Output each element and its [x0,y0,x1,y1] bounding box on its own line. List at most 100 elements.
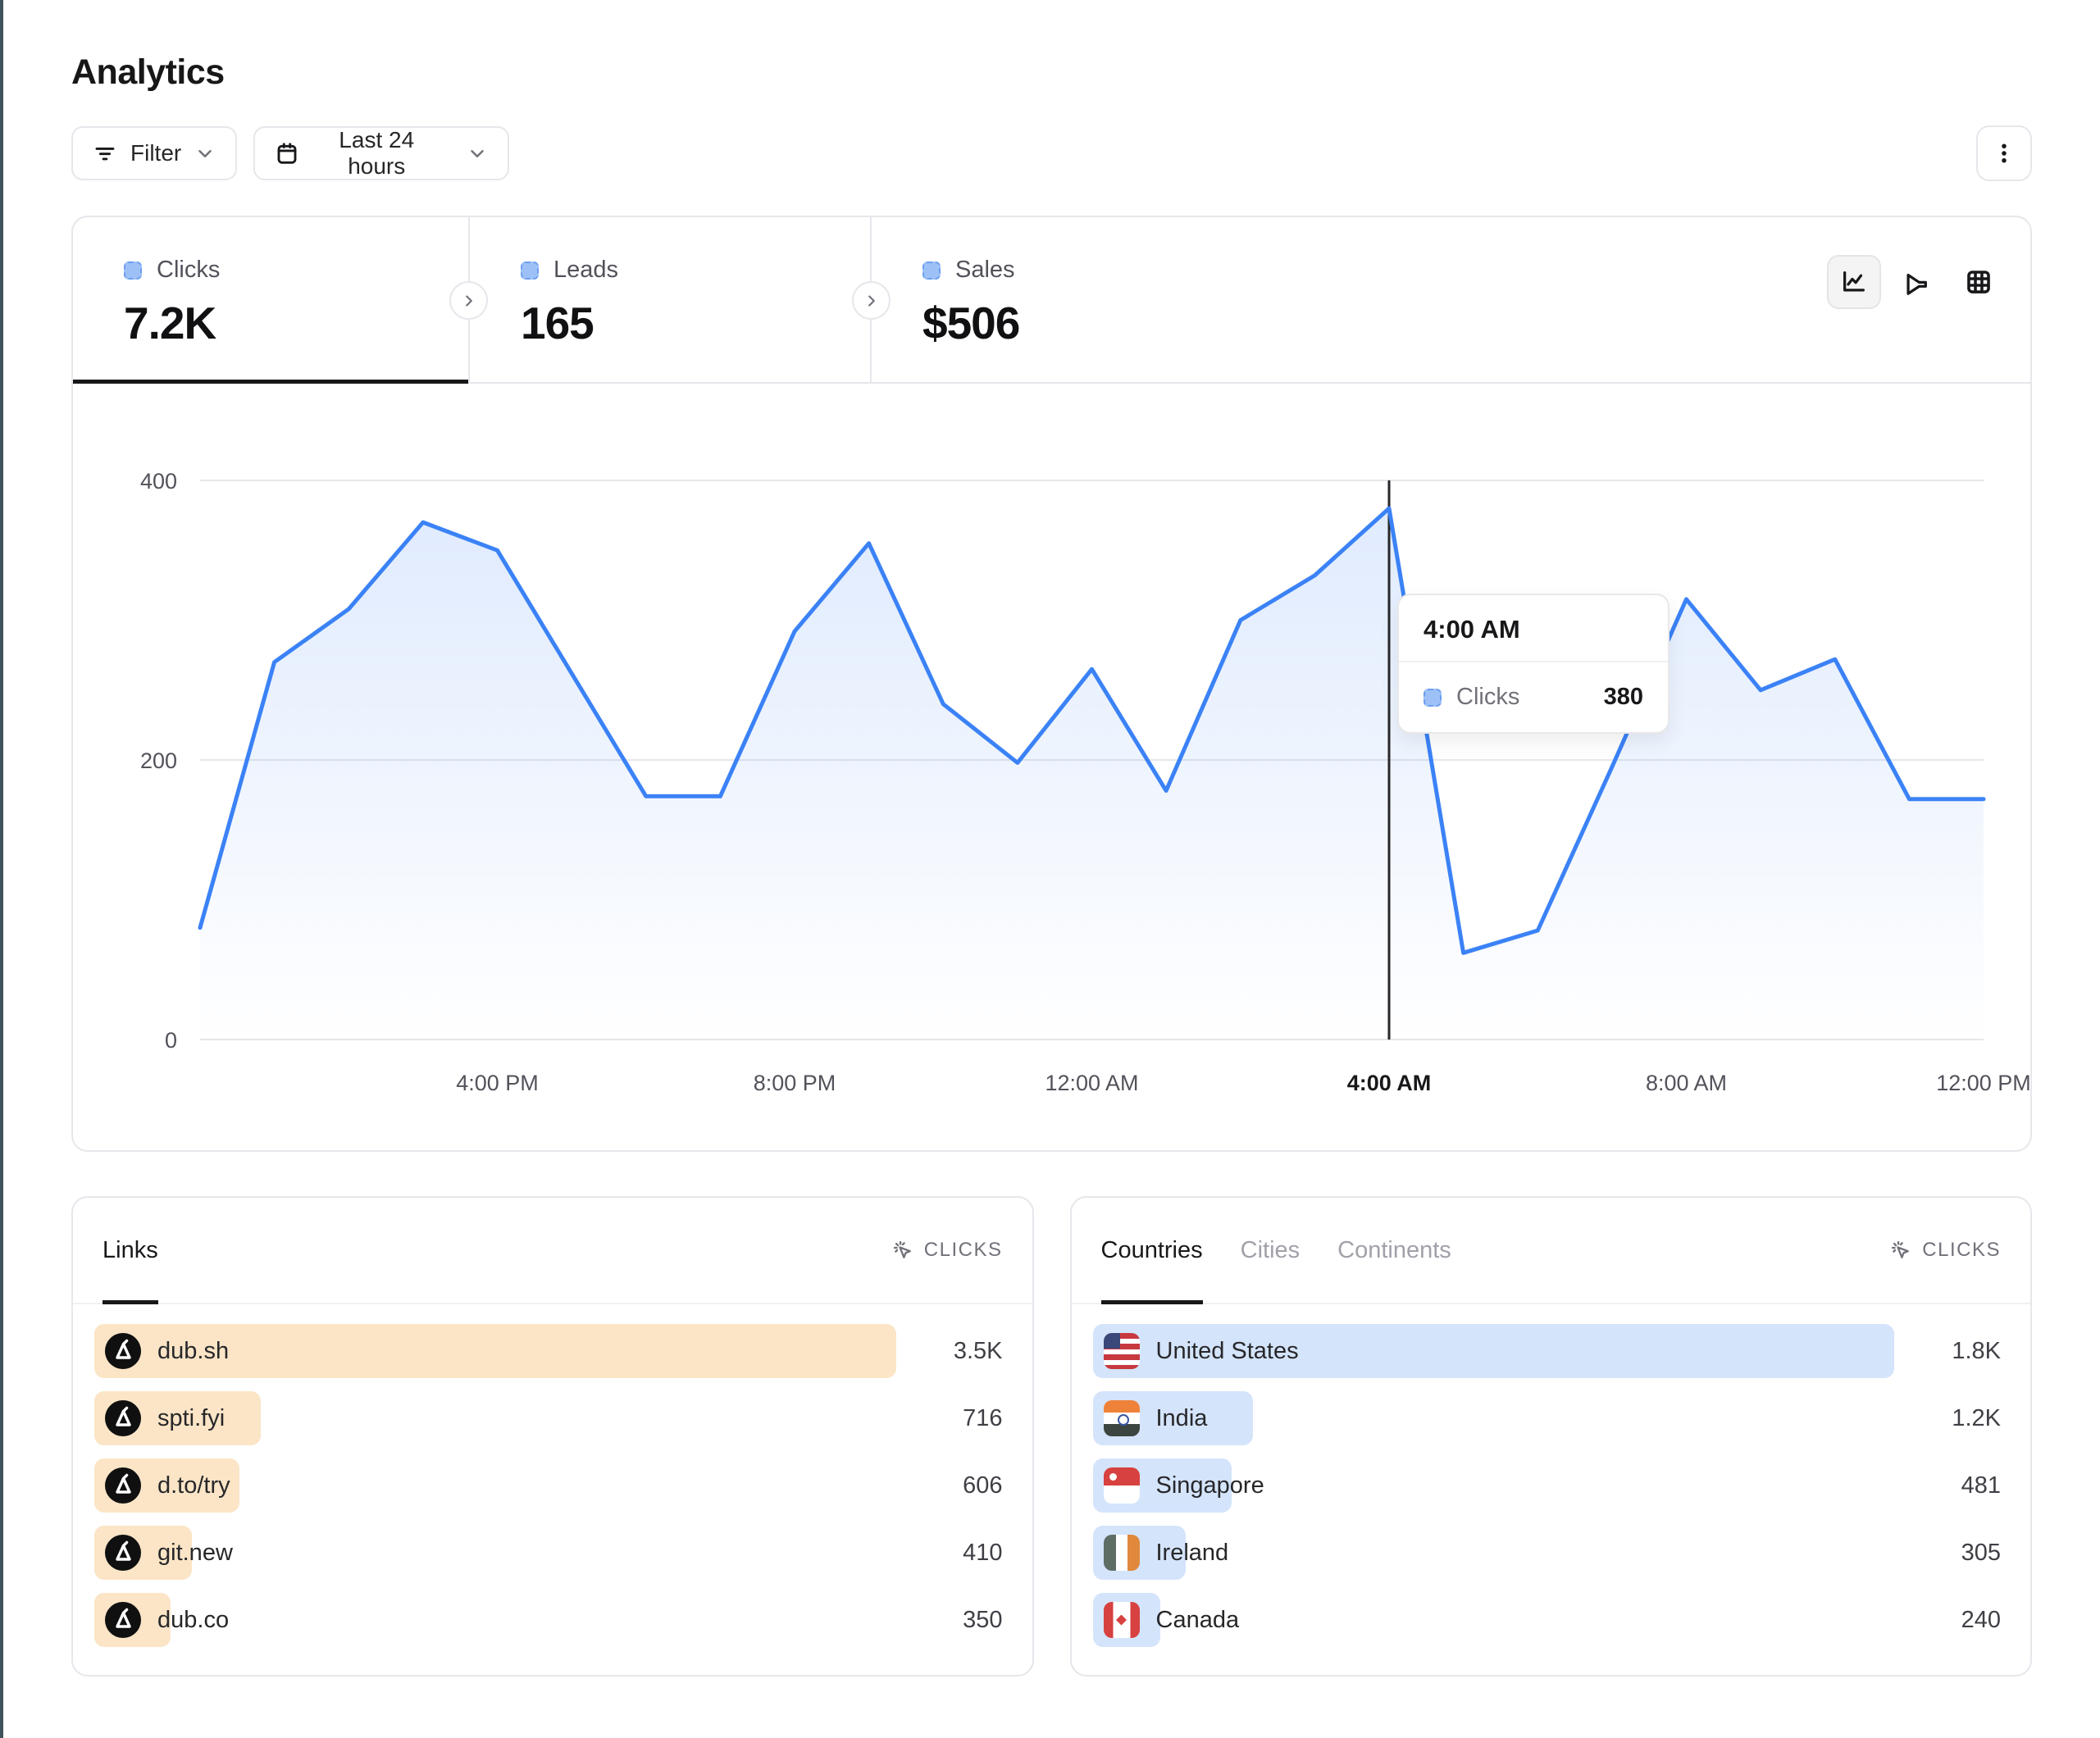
flag-ca-icon [1103,1602,1140,1638]
tooltip-time: 4:00 AM [1399,595,1668,662]
row-label: Singapore [1155,1472,1264,1499]
link-row-git-new[interactable]: git.new 410 [94,1526,1003,1580]
countries-metric-selector[interactable]: CLICKS [1889,1239,2001,1262]
row-value: 350 [963,1606,1003,1633]
countries-tab-countries[interactable]: Countries [1100,1198,1203,1304]
table-view-button[interactable] [1952,255,2006,309]
clicks-legend-square-icon [1424,688,1442,707]
links-panel-header: Links CLICKS [73,1198,1032,1304]
filter-icon [93,141,117,166]
stat-legend-square-icon [922,261,941,280]
dub-logo-icon [105,1602,141,1638]
funnel-icon [1902,268,1930,296]
calendar-icon [275,141,299,166]
cursor-click-icon [1889,1239,1912,1262]
breakdown-panels: Links CLICKS dub.sh 3.5K [71,1196,2032,1677]
svg-text:400: 400 [140,469,177,494]
filter-button[interactable]: Filter [71,126,238,180]
link-row-dub-sh[interactable]: dub.sh 3.5K [94,1324,1003,1378]
country-row-canada[interactable]: Canada 240 [1092,1593,2001,1647]
row-value: 305 [1961,1539,2001,1566]
stat-tab-leads[interactable]: Leads 165 [468,217,870,382]
country-row-united-states[interactable]: United States 1.8K [1092,1324,2001,1378]
tooltip-value: 380 [1603,684,1643,710]
row-label: git.new [157,1539,233,1566]
stat-label: Leads [553,257,619,283]
svg-text:4:00 AM: 4:00 AM [1347,1071,1432,1095]
dub-logo-icon [105,1467,141,1504]
chevron-right-icon [460,292,478,310]
row-label: Canada [1155,1606,1240,1633]
countries-metric-label: CLICKS [1922,1239,2001,1261]
stat-value: 165 [521,298,594,348]
dub-logo-icon [105,1535,141,1571]
line-chart-icon [1840,268,1868,296]
analytics-chart-card: Clicks 7.2K Leads 165 Sales $506 [71,216,2032,1152]
link-row-spti-fyi[interactable]: spti.fyi 716 [94,1391,1003,1445]
more-options-button[interactable] [1976,125,2032,181]
svg-text:4:00 PM: 4:00 PM [456,1071,539,1095]
line-chart-view-button[interactable] [1827,255,1881,309]
country-row-ireland[interactable]: Ireland 305 [1092,1526,2001,1580]
countries-tab-cities[interactable]: Cities [1240,1236,1301,1263]
row-value: 481 [1961,1472,2001,1499]
grid-icon [1965,268,1993,296]
stat-legend-square-icon [124,261,142,280]
chevron-down-icon [194,143,216,164]
chart-type-switcher [1827,255,2006,309]
flag-us-icon [1103,1333,1140,1369]
dub-logo-icon [105,1333,141,1369]
row-label: dub.co [157,1606,230,1633]
active-tab-underline [73,380,468,384]
row-value: 1.2K [1952,1404,2001,1431]
date-range-button[interactable]: Last 24 hours [253,126,510,180]
kebab-menu-icon [1992,141,2016,166]
chart-tooltip: 4:00 AM Clicks 380 [1397,594,1670,734]
row-label: United States [1155,1337,1299,1364]
links-tab-links[interactable]: Links [102,1198,158,1304]
funnel-view-button[interactable] [1889,255,1943,309]
row-label: India [1155,1404,1208,1431]
svg-text:8:00 PM: 8:00 PM [754,1071,836,1095]
links-metric-selector[interactable]: CLICKS [891,1239,1003,1262]
row-value: 3.5K [953,1337,1003,1364]
stat-tabs: Clicks 7.2K Leads 165 Sales $506 [73,217,2030,384]
chevron-down-icon [467,143,488,164]
expand-stat-button[interactable] [852,281,891,320]
stat-tab-sales[interactable]: Sales $506 [870,217,2030,382]
dub-logo-icon [105,1400,141,1436]
flag-ie-icon [1103,1535,1140,1571]
row-value: 716 [963,1404,1003,1431]
country-row-india[interactable]: India 1.2K [1092,1391,2001,1445]
analytics-page: Analytics Filter Last 24 hours [3,0,2100,1677]
links-panel: Links CLICKS dub.sh 3.5K [71,1196,1034,1677]
stat-label: Clicks [157,257,221,283]
flag-in-icon [1103,1400,1140,1436]
svg-text:200: 200 [140,748,177,773]
stat-value: $506 [922,298,1020,348]
link-row-d-to-try[interactable]: d.to/try 606 [94,1458,1003,1513]
countries-tab-continents[interactable]: Continents [1337,1236,1451,1263]
svg-text:8:00 AM: 8:00 AM [1646,1071,1727,1095]
expand-stat-button[interactable] [449,281,488,320]
links-metric-label: CLICKS [923,1239,1003,1261]
stat-legend-square-icon [521,261,539,280]
row-value: 240 [1961,1606,2001,1633]
svg-text:12:00 PM: 12:00 PM [1936,1071,2031,1095]
cursor-click-icon [891,1239,914,1262]
row-label: dub.sh [157,1337,230,1364]
link-row-dub-co[interactable]: dub.co 350 [94,1593,1003,1647]
clicks-time-series-chart[interactable]: 0 200 400 4:00 PM 8:00 PM 12:00 AM 4:00 AM 8:00… [73,384,2030,1150]
tooltip-series-label: Clicks [1456,684,1520,710]
countries-panel-header: Countries Cities Continents CLICKS [1071,1198,2030,1304]
country-row-singapore[interactable]: Singapore 481 [1092,1458,2001,1513]
date-range-label: Last 24 hours [339,127,415,179]
row-label: d.to/try [157,1472,230,1499]
stat-value: 7.2K [124,298,216,348]
stat-tab-clicks[interactable]: Clicks 7.2K [73,217,468,384]
row-bar [1092,1324,1894,1378]
row-value: 410 [963,1539,1003,1566]
row-value: 606 [963,1472,1003,1499]
countries-panel: Countries Cities Continents CLICKS Unite… [1069,1196,2032,1677]
row-label: spti.fyi [157,1404,225,1431]
